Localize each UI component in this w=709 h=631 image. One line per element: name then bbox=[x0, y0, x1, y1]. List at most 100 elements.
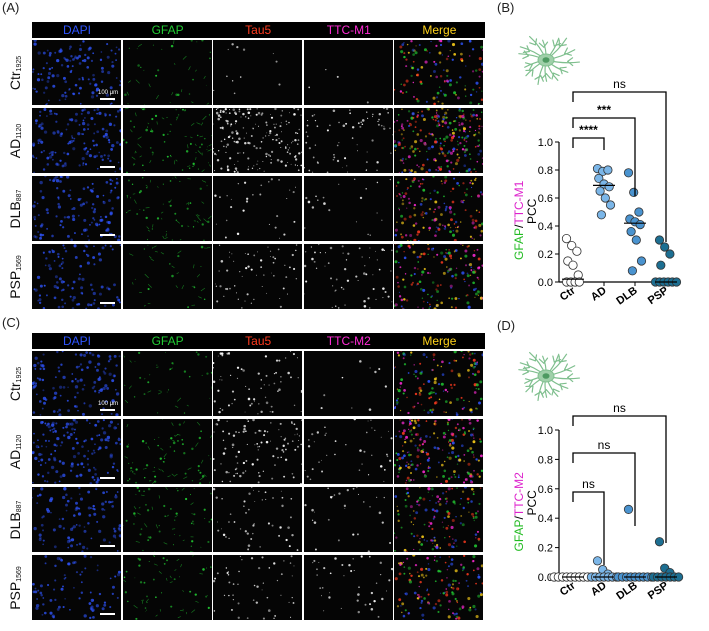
scale-bar bbox=[100, 234, 115, 236]
y-tick-label: 0.6 bbox=[538, 484, 553, 496]
row-name: PSP bbox=[7, 582, 23, 610]
micrograph-dlb-ttc-m1 bbox=[304, 176, 393, 241]
y-axis-label-pcc: PCC bbox=[525, 490, 539, 516]
x-tick-label: PSP bbox=[646, 285, 671, 307]
micrograph-psp-tau5 bbox=[213, 244, 302, 309]
row-label-ad: AD1120 bbox=[0, 108, 30, 174]
data-point bbox=[637, 257, 645, 265]
micrograph-psp-ttc-m1 bbox=[304, 244, 393, 309]
micrograph-dlb-gfap bbox=[123, 176, 212, 241]
y-tick-label: 0.8 bbox=[538, 165, 553, 177]
y-tick-label: 0.2 bbox=[538, 543, 553, 555]
micrograph-ctr-merge bbox=[394, 40, 483, 105]
data-point bbox=[605, 183, 613, 191]
micrograph-dlb-tau5 bbox=[213, 487, 302, 552]
data-point bbox=[604, 166, 612, 174]
panel-letter-b: (B) bbox=[497, 0, 514, 15]
micrograph-ad-tau5 bbox=[213, 419, 302, 484]
data-point bbox=[627, 227, 635, 235]
row-name: Ctr bbox=[7, 382, 23, 401]
x-tick-label: Ctr bbox=[558, 579, 578, 598]
y-tick-label: 0.6 bbox=[538, 193, 553, 205]
scale-bar bbox=[100, 166, 115, 168]
row-case-id: 1925 bbox=[16, 56, 23, 72]
micrograph-ctr-gfap bbox=[123, 40, 212, 105]
significance-label: **** bbox=[579, 123, 598, 137]
data-point bbox=[606, 201, 614, 209]
row-case-id: 1120 bbox=[16, 435, 23, 450]
data-point bbox=[655, 538, 663, 546]
row-name: DLB bbox=[7, 512, 23, 539]
y-tick-label: 1.0 bbox=[538, 425, 553, 437]
channel-label-merge: Merge bbox=[394, 333, 484, 349]
scale-bar bbox=[100, 302, 115, 304]
y-axis-label-part: GFAP bbox=[512, 519, 526, 551]
y-axis-label-part: TTC-M2 bbox=[512, 472, 526, 516]
row-name: Ctr bbox=[7, 71, 23, 90]
micrograph-psp-dapi bbox=[32, 244, 121, 309]
micrograph-psp-ttc-m2 bbox=[304, 555, 393, 620]
y-axis-label-part: TTC-M1 bbox=[512, 180, 526, 224]
row-label-ad: AD1120 bbox=[0, 419, 30, 485]
data-point bbox=[573, 247, 581, 255]
scale-bar bbox=[100, 98, 115, 100]
data-point bbox=[666, 250, 674, 258]
micrograph-ad-ttc-m1 bbox=[304, 108, 393, 173]
data-point bbox=[624, 169, 632, 177]
data-point bbox=[636, 220, 644, 228]
scale-bar bbox=[100, 409, 115, 411]
row-case-id: 1925 bbox=[16, 367, 23, 383]
micrograph-ad-gfap bbox=[123, 108, 212, 173]
micrograph-ad-tau5 bbox=[213, 108, 302, 173]
significance-label: *** bbox=[597, 103, 611, 117]
y-axis-label: GFAP/TTC-M1 bbox=[512, 180, 526, 260]
significance-label: ns bbox=[598, 438, 611, 452]
micrograph-psp-dapi bbox=[32, 555, 121, 620]
data-point bbox=[628, 267, 636, 275]
micrograph-ctr-tau5 bbox=[213, 351, 302, 416]
row-case-id: 1569 bbox=[16, 255, 23, 271]
micrograph-ctr-dapi: 100 μm bbox=[32, 40, 121, 105]
significance-bracket bbox=[573, 492, 604, 565]
y-tick-label: 0.4 bbox=[538, 221, 553, 233]
x-tick-label: DLB bbox=[614, 580, 639, 603]
x-tick-label: PSP bbox=[646, 580, 671, 602]
data-point bbox=[632, 236, 640, 244]
y-tick-label: 0.8 bbox=[538, 454, 553, 466]
row-case-id: 1120 bbox=[16, 124, 23, 139]
micrograph-dlb-dapi bbox=[32, 487, 121, 552]
micrograph-ctr-merge bbox=[394, 351, 483, 416]
micrograph-ad-gfap bbox=[123, 419, 212, 484]
scale-bar-label: 100 μm bbox=[98, 401, 118, 407]
row-name: AD bbox=[7, 450, 23, 469]
row-label-psp: PSP1569 bbox=[0, 244, 30, 310]
scale-bar bbox=[100, 477, 115, 479]
micrograph-dlb-merge bbox=[394, 487, 483, 552]
micrograph-ctr-dapi: 100 μm bbox=[32, 351, 121, 416]
data-point bbox=[630, 188, 638, 196]
row-label-dlb: DLB887 bbox=[0, 487, 30, 553]
micrograph-dlb-merge bbox=[394, 176, 483, 241]
micrograph-dlb-gfap bbox=[123, 487, 212, 552]
micrograph-ctr-gfap bbox=[123, 351, 212, 416]
significance-label: ns bbox=[613, 401, 626, 415]
micrograph-ctr-ttc-m1 bbox=[304, 40, 393, 105]
data-point bbox=[593, 557, 601, 565]
row-name: PSP bbox=[7, 271, 23, 299]
data-point bbox=[596, 187, 604, 195]
row-case-id: 1569 bbox=[16, 566, 23, 582]
micrograph-ctr-tau5 bbox=[213, 40, 302, 105]
data-point bbox=[569, 261, 577, 269]
significance-bracket bbox=[573, 92, 666, 242]
y-axis-label-part: GFAP bbox=[512, 228, 526, 260]
x-tick-label: AD bbox=[589, 580, 609, 599]
channel-label-dapi: DAPI bbox=[32, 22, 122, 38]
data-point bbox=[657, 261, 665, 269]
y-tick-label: 0.4 bbox=[538, 513, 553, 525]
micrograph-psp-gfap bbox=[123, 244, 212, 309]
